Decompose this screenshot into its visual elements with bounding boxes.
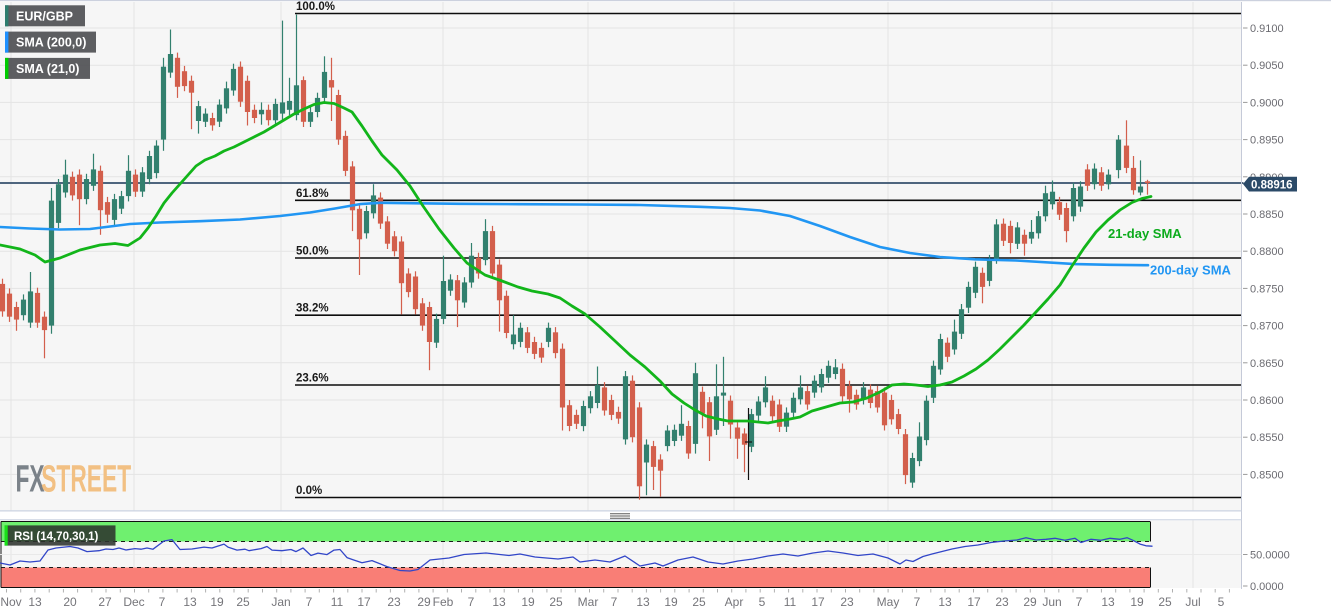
svg-text:13: 13 [492, 595, 506, 609]
svg-text:25: 25 [1158, 595, 1172, 609]
svg-text:0.8950: 0.8950 [1250, 135, 1284, 147]
svg-text:SMA (21,0): SMA (21,0) [16, 62, 79, 76]
svg-text:19: 19 [664, 595, 678, 609]
svg-text:21-day SMA: 21-day SMA [1108, 226, 1182, 241]
svg-text:17: 17 [967, 595, 981, 609]
svg-text:0.9100: 0.9100 [1250, 23, 1284, 35]
svg-text:7: 7 [159, 595, 166, 609]
svg-text:0.0%: 0.0% [296, 485, 322, 497]
svg-text:23: 23 [387, 595, 401, 609]
svg-text:Jan: Jan [271, 595, 290, 609]
svg-text:13: 13 [938, 595, 952, 609]
svg-text:EUR/GBP: EUR/GBP [16, 9, 73, 23]
svg-text:7: 7 [611, 595, 618, 609]
svg-text:27: 27 [98, 595, 112, 609]
svg-text:29: 29 [1023, 595, 1037, 609]
svg-text:0.0000: 0.0000 [1250, 581, 1284, 593]
svg-text:0.8500: 0.8500 [1250, 469, 1284, 481]
svg-text:Nov: Nov [0, 595, 21, 609]
svg-text:7: 7 [306, 595, 313, 609]
svg-text:RSI (14,70,30,1): RSI (14,70,30,1) [14, 531, 99, 543]
svg-text:25: 25 [236, 595, 250, 609]
svg-text:13: 13 [28, 595, 42, 609]
svg-text:7: 7 [914, 595, 921, 609]
svg-text:7: 7 [1076, 595, 1083, 609]
svg-text:0.9050: 0.9050 [1250, 60, 1284, 72]
svg-text:19: 19 [1130, 595, 1144, 609]
svg-text:100.0%: 100.0% [296, 1, 335, 13]
svg-text:17: 17 [811, 595, 825, 609]
svg-text:61.8%: 61.8% [296, 188, 329, 200]
svg-text:17: 17 [357, 595, 371, 609]
svg-text:0.8750: 0.8750 [1250, 283, 1284, 295]
svg-text:50.0%: 50.0% [296, 246, 329, 258]
svg-text:STREET: STREET [41, 458, 131, 500]
svg-text:Feb: Feb [433, 595, 454, 609]
svg-text:Jun: Jun [1042, 595, 1061, 609]
svg-text:38.2%: 38.2% [296, 303, 329, 315]
svg-text:0.88916: 0.88916 [1251, 179, 1293, 191]
svg-text:0.8650: 0.8650 [1250, 358, 1284, 370]
svg-text:May: May [877, 595, 900, 609]
svg-text:13: 13 [1101, 595, 1115, 609]
svg-text:19: 19 [521, 595, 535, 609]
svg-text:23: 23 [840, 595, 854, 609]
svg-text:11: 11 [784, 595, 797, 609]
svg-text:Apr: Apr [725, 595, 744, 609]
svg-text:5: 5 [1218, 595, 1225, 609]
svg-text:7: 7 [468, 595, 475, 609]
svg-text:0.8700: 0.8700 [1250, 321, 1284, 333]
svg-text:25: 25 [692, 595, 706, 609]
svg-text:0.8550: 0.8550 [1250, 432, 1284, 444]
svg-text:13: 13 [183, 595, 197, 609]
svg-text:200-day SMA: 200-day SMA [1150, 263, 1232, 278]
svg-text:13: 13 [636, 595, 650, 609]
svg-text:0.8600: 0.8600 [1250, 395, 1284, 407]
svg-text:SMA (200,0): SMA (200,0) [16, 36, 86, 50]
svg-text:Jul: Jul [1185, 595, 1200, 609]
svg-text:FX: FX [15, 458, 44, 500]
svg-text:0.8800: 0.8800 [1250, 246, 1284, 258]
svg-text:29: 29 [417, 595, 431, 609]
svg-text:23: 23 [995, 595, 1009, 609]
svg-text:50.0000: 50.0000 [1250, 549, 1290, 561]
svg-text:19: 19 [210, 595, 224, 609]
svg-text:23.6%: 23.6% [296, 373, 329, 385]
svg-text:0.8850: 0.8850 [1250, 209, 1284, 221]
svg-text:Mar: Mar [578, 595, 599, 609]
svg-text:Dec: Dec [123, 595, 144, 609]
svg-text:5: 5 [759, 595, 766, 609]
svg-text:0.9000: 0.9000 [1250, 97, 1284, 109]
svg-text:11: 11 [331, 595, 344, 609]
svg-text:20: 20 [63, 595, 77, 609]
svg-text:25: 25 [549, 595, 563, 609]
